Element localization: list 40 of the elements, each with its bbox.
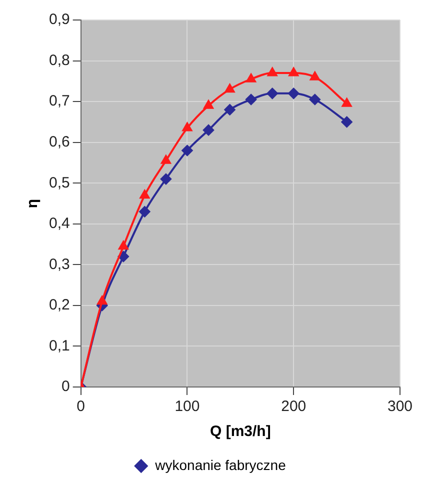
- y-tick-label: 0,5: [48, 174, 70, 192]
- y-tick-label: 0,9: [48, 11, 70, 28]
- y-tick-label: 0,2: [48, 296, 70, 314]
- point: [288, 68, 299, 76]
- point: [246, 74, 256, 82]
- point: [139, 206, 150, 218]
- point: [310, 72, 320, 80]
- point: [341, 116, 352, 128]
- point: [288, 88, 300, 99]
- point: [224, 104, 236, 116]
- y-tick-label: 0,1: [48, 337, 70, 354]
- point: [140, 190, 150, 199]
- x-tick-label: 300: [387, 398, 413, 416]
- point: [118, 251, 129, 262]
- point: [97, 296, 108, 305]
- point: [246, 94, 257, 106]
- y-axis-title: η: [24, 198, 42, 208]
- point: [204, 100, 214, 109]
- y-tick-label: 0,3: [48, 256, 70, 273]
- x-tick-label: 200: [281, 398, 306, 416]
- point: [118, 240, 128, 250]
- x-tick-label: 100: [174, 398, 200, 416]
- point: [161, 155, 171, 164]
- point: [342, 98, 352, 107]
- y-tick-label: 0: [62, 378, 70, 396]
- point: [182, 122, 192, 132]
- point: [203, 124, 214, 136]
- x-axis-title: Q [m3/h]: [210, 423, 271, 440]
- y-tick-label: 0,6: [48, 133, 70, 150]
- legend-label: wykonanie fabryczne: [154, 456, 286, 473]
- x-tick-label: 0: [76, 398, 86, 416]
- y-tick-label: 0,8: [48, 52, 70, 69]
- point: [267, 68, 278, 76]
- point: [309, 94, 320, 106]
- point: [182, 144, 193, 156]
- point: [160, 174, 172, 185]
- point: [224, 84, 235, 93]
- y-tick-label: 0,4: [48, 215, 70, 232]
- y-tick-label: 0,7: [48, 92, 70, 110]
- point: [266, 88, 278, 99]
